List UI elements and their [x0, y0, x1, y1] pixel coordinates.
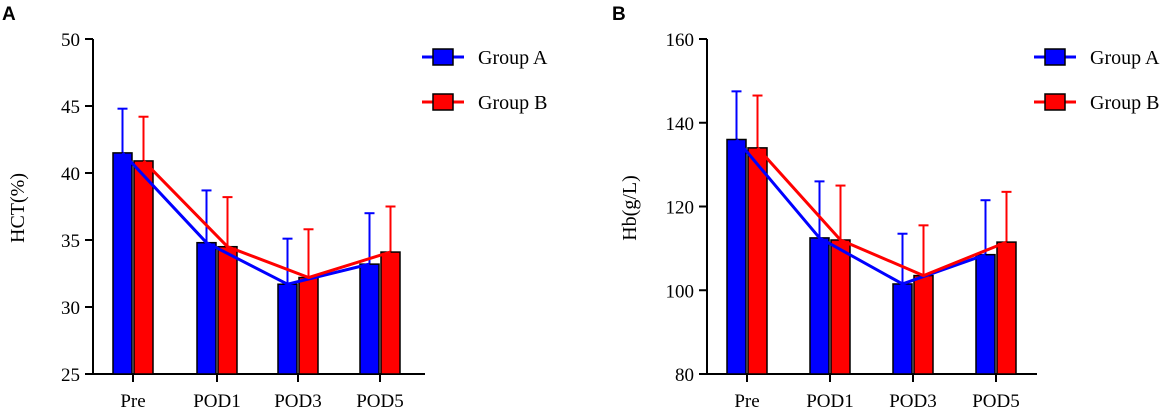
x-tick-label: Pre — [734, 391, 759, 412]
y-tick-label: 140 — [666, 114, 695, 135]
bar-group-b — [996, 241, 1017, 375]
bar-group-b — [380, 251, 401, 375]
y-tick-label: 25 — [61, 365, 80, 386]
y-tick-label: 100 — [666, 281, 695, 302]
series-line-group-b — [756, 146, 1008, 278]
legend-a: Group A Group B — [422, 47, 548, 114]
legend-item-group-b: Group B — [422, 92, 547, 114]
bar-group-a — [726, 138, 747, 375]
plot-area-a: 25 30 35 40 45 50 Pre POD1 POD3 POD5 — [61, 30, 425, 412]
legend-swatch-group-b — [1044, 93, 1066, 111]
bar-group-b — [830, 239, 851, 375]
bar-group-a — [196, 241, 217, 375]
legend-item-group-a: Group A — [422, 47, 548, 69]
plot-area-b: 80 100 120 140 160 Pre POD1 POD3 POD5 — [666, 30, 1037, 412]
bar-group-a — [809, 237, 830, 375]
legend-label-group-a: Group A — [1090, 47, 1160, 69]
bar-group-a — [112, 152, 133, 375]
x-tick-label: POD5 — [972, 391, 1020, 412]
legend-label-group-b: Group B — [1090, 92, 1159, 114]
y-axis-title-a: HCT(%) — [7, 173, 29, 243]
bar-group-a — [975, 253, 996, 375]
x-tick-label: POD3 — [889, 391, 937, 412]
legend-swatch-group-a — [432, 48, 454, 66]
bar-group-a — [359, 263, 380, 375]
y-tick-label: 50 — [61, 30, 80, 51]
x-tick-label: POD1 — [193, 391, 241, 412]
panel-letter-b: B — [612, 4, 626, 25]
x-tick-label: POD1 — [806, 391, 854, 412]
bar-group-b — [217, 245, 238, 375]
panel-a: A HCT(%) 25 30 35 40 45 50 Pre POD1 POD3 POD5 Gro… — [2, 4, 548, 412]
y-tick-label: 30 — [61, 298, 80, 319]
legend-swatch-group-a — [1044, 48, 1066, 66]
x-tick-label: POD3 — [274, 391, 322, 412]
bar-group-a — [277, 283, 298, 375]
bar-group-b — [133, 160, 154, 375]
bar-group-b — [298, 276, 319, 375]
y-tick-label: 35 — [61, 231, 80, 252]
x-tick-label: Pre — [120, 391, 145, 412]
y-tick-label: 160 — [666, 30, 695, 51]
series-line-group-a — [735, 138, 986, 286]
legend-item-group-a: Group A — [1034, 47, 1160, 69]
y-axis-title-b: Hb(g/L) — [619, 175, 641, 241]
legend-label-group-b: Group B — [478, 92, 547, 114]
y-tick-label: 40 — [61, 164, 80, 185]
legend-swatch-group-b — [432, 93, 454, 111]
legend-item-group-b: Group B — [1034, 92, 1159, 114]
series-line-group-a — [121, 151, 370, 286]
legend-b: Group A Group B — [1034, 47, 1160, 114]
bar-group-b — [747, 147, 768, 375]
y-tick-label: 45 — [61, 97, 80, 118]
bar-group-a — [892, 283, 913, 375]
bar-group-b — [913, 274, 934, 375]
legend-label-group-a: Group A — [478, 47, 548, 69]
series-line-group-b — [142, 159, 391, 280]
x-tick-label: POD5 — [356, 391, 404, 412]
panel-letter-a: A — [2, 4, 16, 25]
y-tick-label: 120 — [666, 198, 695, 219]
y-tick-label: 80 — [675, 365, 694, 386]
